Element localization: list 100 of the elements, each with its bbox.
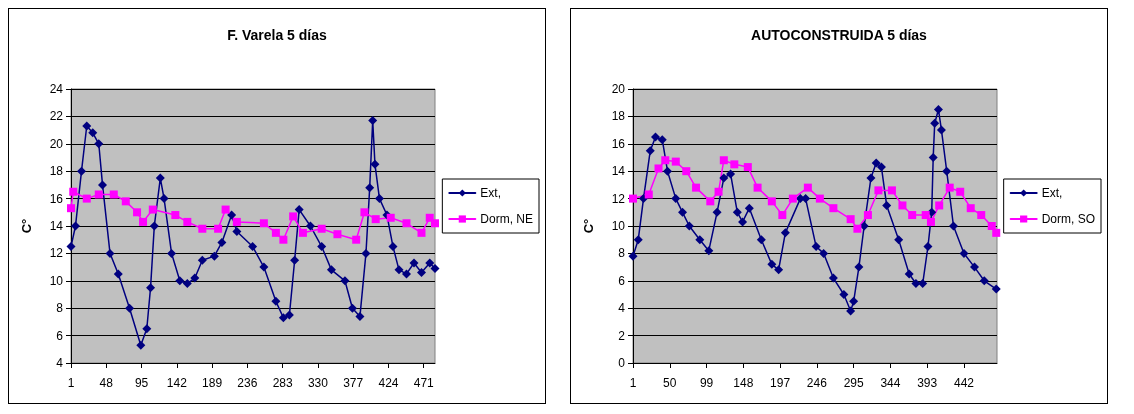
point: [684, 221, 694, 231]
point: [259, 219, 268, 228]
point: [109, 190, 118, 199]
point: [232, 217, 241, 226]
x-tick-label: 1: [67, 376, 75, 390]
point: [930, 118, 940, 128]
point: [644, 190, 653, 199]
x-tick-label: 95: [134, 376, 149, 390]
point: [136, 340, 146, 350]
point: [908, 211, 917, 220]
x-tick-label: 377: [343, 376, 364, 390]
point: [719, 156, 728, 165]
point: [633, 235, 643, 245]
y-tick-label: 16: [49, 191, 64, 206]
point: [355, 311, 365, 321]
point: [811, 242, 821, 252]
x-tick-label: 295: [843, 376, 864, 390]
x-tick-label: 148: [733, 376, 754, 390]
point: [706, 197, 715, 206]
point: [671, 157, 680, 166]
point: [416, 268, 426, 278]
point: [182, 279, 192, 289]
point: [209, 251, 219, 261]
y-tick-label: 6: [618, 273, 626, 288]
x-tick-label: 393: [917, 376, 938, 390]
point: [197, 255, 207, 265]
x-tick-label: 424: [378, 376, 399, 390]
point: [911, 279, 921, 289]
point: [695, 235, 705, 245]
y-tick-label: 18: [49, 164, 64, 179]
legend-label: Dorm, SO: [1041, 212, 1096, 226]
point: [365, 183, 375, 193]
point: [815, 194, 824, 203]
point: [936, 125, 946, 135]
point: [77, 166, 87, 176]
point: [69, 187, 78, 196]
point: [279, 235, 288, 244]
point: [121, 197, 130, 206]
legend-label: Ext,: [480, 186, 501, 200]
point: [979, 276, 989, 286]
point: [133, 208, 142, 217]
point: [882, 200, 892, 210]
point: [846, 306, 856, 316]
point: [190, 273, 200, 283]
point: [671, 194, 681, 204]
point: [221, 205, 230, 214]
point: [333, 230, 342, 239]
point: [386, 213, 395, 222]
point: [171, 211, 180, 220]
x-tick-label: 442: [953, 376, 975, 390]
point: [738, 217, 748, 227]
x-tick-label: 283: [272, 376, 293, 390]
y-tick-label: 18: [611, 109, 626, 124]
point: [898, 201, 907, 210]
y-tick-label: 12: [611, 191, 626, 206]
point: [431, 219, 439, 228]
point: [248, 242, 258, 252]
point: [67, 204, 75, 213]
point: [767, 197, 776, 206]
y-tick-label: 16: [611, 136, 626, 151]
point: [183, 217, 192, 226]
point: [682, 167, 691, 176]
y-tick-label: 22: [49, 109, 64, 124]
x-tick-label: 330: [307, 376, 329, 390]
point: [232, 226, 242, 236]
point: [271, 228, 280, 237]
point: [347, 303, 357, 313]
point: [227, 210, 237, 220]
legend-label: Dorm, NE: [480, 212, 533, 226]
point: [113, 269, 123, 279]
x-tick-label: 344: [880, 376, 901, 390]
point: [71, 221, 80, 231]
point: [956, 187, 965, 196]
y-tick-label: 20: [49, 136, 64, 151]
x-tick-label: 99: [699, 376, 714, 390]
point: [871, 158, 881, 168]
point: [854, 262, 864, 272]
legend-label: Ext,: [1041, 186, 1063, 200]
x-tick-label: 246: [806, 376, 828, 390]
point: [340, 276, 350, 286]
point: [305, 221, 315, 231]
point: [959, 248, 969, 258]
point: [876, 162, 886, 172]
point: [692, 183, 701, 192]
point: [175, 276, 185, 286]
point: [803, 183, 812, 192]
point: [139, 217, 148, 226]
point: [678, 207, 688, 217]
point: [926, 217, 935, 226]
y-tick-label: 10: [611, 219, 626, 233]
point: [125, 303, 135, 313]
point: [778, 211, 787, 220]
point: [430, 263, 440, 273]
y-tick-label: 12: [49, 246, 64, 261]
point: [991, 284, 1001, 294]
point: [368, 116, 378, 126]
point: [317, 224, 326, 233]
y-tick-label: 0: [618, 356, 626, 370]
point: [278, 313, 288, 323]
y-tick-label: 6: [56, 328, 64, 343]
